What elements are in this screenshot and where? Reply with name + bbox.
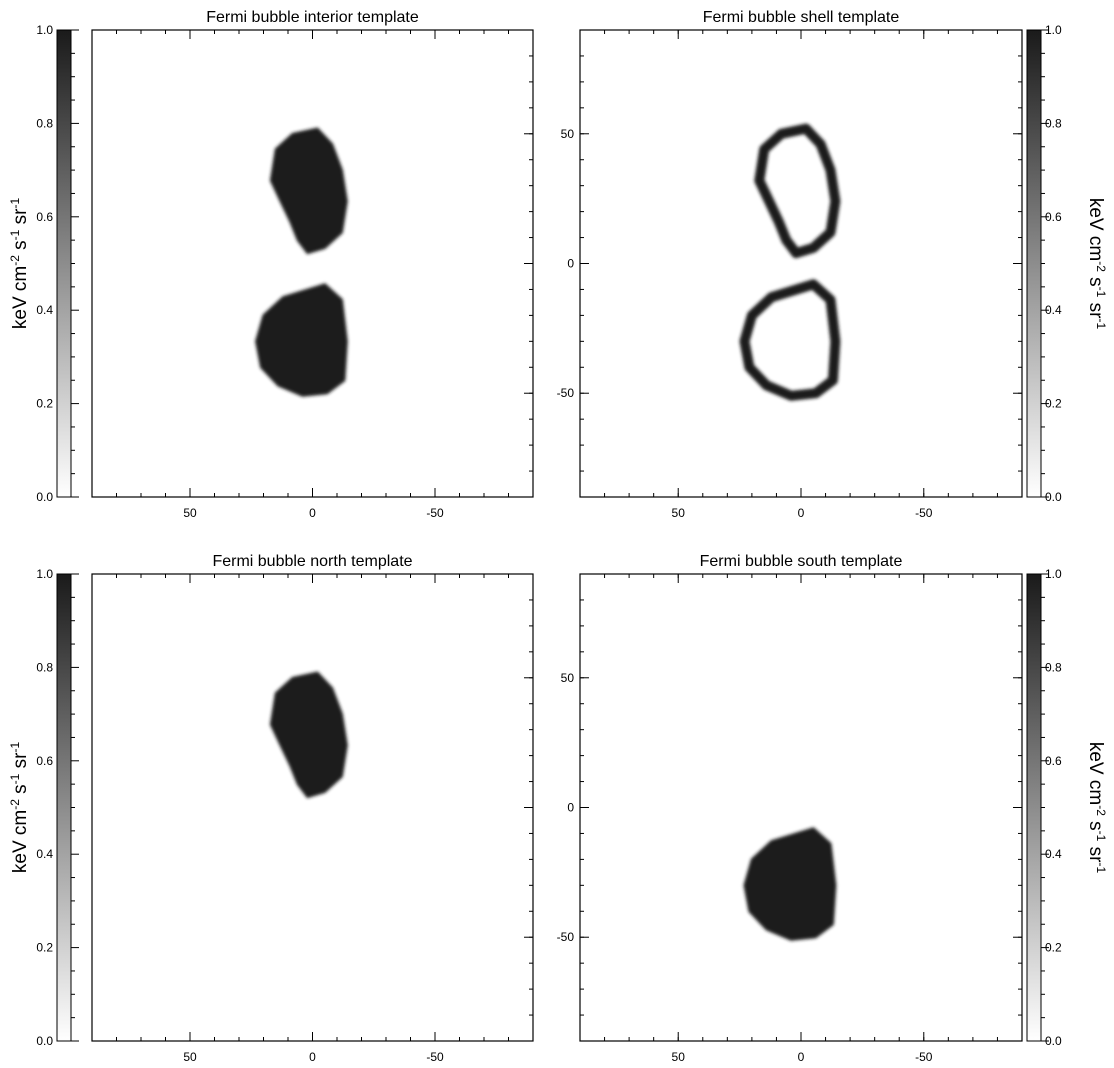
map-area <box>92 574 533 1041</box>
colorbar-gradient <box>57 574 71 1041</box>
panel-title: Fermi bubble interior template <box>206 9 419 26</box>
colorbar-unit-label: keV cm-2 s-1 sr-1 <box>8 742 31 874</box>
panel-title: Fermi bubble shell template <box>703 9 900 26</box>
unit-text: s <box>1085 816 1106 831</box>
colorbar-tick-label: 0.6 <box>36 754 53 768</box>
colorbar-gradient <box>1027 30 1041 497</box>
colorbar-unit-label: keV cm-2 s-1 sr-1 <box>8 198 31 330</box>
y-tick-label: 50 <box>561 671 575 685</box>
colorbar-gradient <box>1027 574 1041 1041</box>
colorbar-unit-label: keV cm-2 s-1 sr-1 <box>1085 742 1108 874</box>
unit-exponent: -1 <box>8 773 22 784</box>
map-area <box>92 30 533 497</box>
unit-text: sr <box>10 752 31 774</box>
y-tick-label: -50 <box>557 930 575 944</box>
x-tick-label: -50 <box>915 1050 933 1064</box>
x-tick-label: 50 <box>672 1050 686 1064</box>
x-tick-label: 0 <box>309 1050 316 1064</box>
unit-text: sr <box>10 208 31 230</box>
x-tick-label: -50 <box>426 1050 444 1064</box>
unit-text: sr <box>1085 297 1106 319</box>
unit-text: s <box>10 784 31 799</box>
colorbar-unit-label: keV cm-2 s-1 sr-1 <box>1085 198 1108 330</box>
colorbar-tick-label: 0.4 <box>1045 303 1062 317</box>
x-tick-label: 50 <box>183 506 197 520</box>
colorbar-tick-label: 0.4 <box>1045 847 1062 861</box>
colorbar-tick-label: 1.0 <box>36 23 53 37</box>
x-tick-label: -50 <box>915 506 933 520</box>
y-tick-label: 0 <box>567 257 574 271</box>
colorbar-tick-label: 1.0 <box>36 567 53 581</box>
colorbar-tick-label: 0.2 <box>1045 941 1062 955</box>
colorbar-tick-label: 0.8 <box>1045 116 1062 130</box>
colorbar: 0.0 0.2 0.4 0.6 0.8 1.0 <box>36 23 79 504</box>
unit-text: sr <box>1085 841 1106 863</box>
colorbar-tick-label: 0.6 <box>36 210 53 224</box>
unit-text: keV cm <box>10 266 31 329</box>
colorbar-tick-label: 0.0 <box>36 1034 53 1048</box>
colorbar-tick-label: 0.4 <box>36 303 53 317</box>
x-tick-label: 50 <box>672 506 686 520</box>
unit-exponent: -1 <box>1094 287 1108 298</box>
unit-text: keV cm <box>1085 198 1106 261</box>
unit-exponent: -1 <box>1094 318 1108 329</box>
unit-exponent: -2 <box>1094 805 1108 816</box>
panel-2: Fermi bubble shell template 50 0 -50 50 0 -50 0… <box>557 9 1108 520</box>
map-area <box>580 574 1022 1041</box>
unit-text: s <box>1085 272 1106 287</box>
colorbar-tick-label: 0.0 <box>1045 490 1062 504</box>
y-tick-label: -50 <box>557 386 575 400</box>
colorbar: 0.0 0.2 0.4 0.6 0.8 1.0 <box>1027 567 1062 1048</box>
x-tick-label: 50 <box>183 1050 197 1064</box>
map-area <box>580 30 1022 497</box>
unit-exponent: -1 <box>8 198 22 209</box>
colorbar-tick-label: 0.8 <box>1045 660 1062 674</box>
colorbar-tick-label: 0.0 <box>1045 1034 1062 1048</box>
unit-exponent: -1 <box>8 742 22 753</box>
x-tick-label: 0 <box>798 506 805 520</box>
unit-text: keV cm <box>10 810 31 873</box>
unit-exponent: -2 <box>8 799 22 810</box>
panel-4: Fermi bubble south template 50 0 -50 50 0 -50 0… <box>557 553 1108 1064</box>
y-tick-label: 50 <box>561 127 575 141</box>
colorbar-tick-label: 0.2 <box>1045 397 1062 411</box>
colorbar-tick-label: 1.0 <box>1045 23 1062 37</box>
colorbar: 0.0 0.2 0.4 0.6 0.8 1.0 <box>1027 23 1062 504</box>
x-tick-label: -50 <box>426 506 444 520</box>
colorbar-gradient <box>57 30 71 497</box>
x-tick-label: 0 <box>798 1050 805 1064</box>
colorbar-tick-label: 0.0 <box>36 490 53 504</box>
unit-exponent: -1 <box>1094 862 1108 873</box>
panel-title: Fermi bubble south template <box>700 553 903 570</box>
unit-exponent: -2 <box>8 255 22 266</box>
colorbar-tick-label: 0.4 <box>36 847 53 861</box>
unit-exponent: -2 <box>1094 261 1108 272</box>
colorbar-tick-label: 1.0 <box>1045 567 1062 581</box>
y-tick-label: 0 <box>567 801 574 815</box>
unit-exponent: -1 <box>1094 831 1108 842</box>
unit-exponent: -1 <box>8 229 22 240</box>
colorbar-tick-label: 0.2 <box>36 941 53 955</box>
colorbar-tick-label: 0.6 <box>1045 210 1062 224</box>
colorbar-tick-label: 0.8 <box>36 660 53 674</box>
unit-text: keV cm <box>1085 742 1106 805</box>
x-tick-label: 0 <box>309 506 316 520</box>
panel-title: Fermi bubble north template <box>212 553 412 570</box>
unit-text: s <box>10 240 31 255</box>
colorbar-tick-label: 0.8 <box>36 116 53 130</box>
colorbar-tick-label: 0.6 <box>1045 754 1062 768</box>
colorbar: 0.0 0.2 0.4 0.6 0.8 1.0 <box>36 567 79 1048</box>
colorbar-tick-label: 0.2 <box>36 397 53 411</box>
